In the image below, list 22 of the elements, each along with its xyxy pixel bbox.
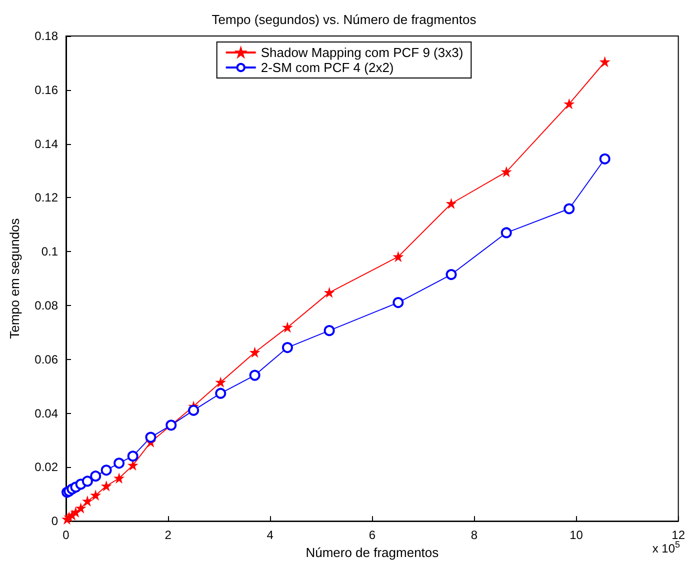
x-tick-label: 12 — [672, 528, 686, 542]
x-axis-title: Número de fragmentos — [306, 545, 440, 560]
y-tick-label: 0.04 — [34, 406, 58, 420]
chart-title: Tempo (segundos) vs. Número de fragmentos — [212, 12, 477, 27]
y-tick-label: 0.1 — [41, 244, 58, 259]
y-tick-label: 0.06 — [34, 352, 58, 366]
x-tick-label: 8 — [470, 528, 478, 542]
y-tick-label: 0.18 — [34, 29, 58, 43]
legend-label: Shadow Mapping com PCF 9 (3x3) — [260, 45, 464, 60]
x-tick-label: 10 — [570, 528, 584, 542]
x-tick-label: 4 — [266, 528, 274, 542]
x-tick-label: 2 — [164, 528, 172, 542]
y-tick-label: 0 — [51, 514, 58, 528]
y-axis-title: Tempo em segundos — [7, 218, 22, 339]
y-tick-label: 0.08 — [34, 298, 58, 312]
x-tick-label: 6 — [368, 528, 376, 542]
y-tick-label: 0.02 — [34, 460, 58, 474]
y-tick-label: 0.16 — [34, 82, 58, 97]
x-tick-label: 0 — [62, 528, 70, 542]
y-tick-label: 0.14 — [34, 136, 58, 151]
legend-label: 2-SM com PCF 4 (2x2) — [260, 60, 394, 75]
y-tick-label: 0.12 — [34, 190, 58, 205]
